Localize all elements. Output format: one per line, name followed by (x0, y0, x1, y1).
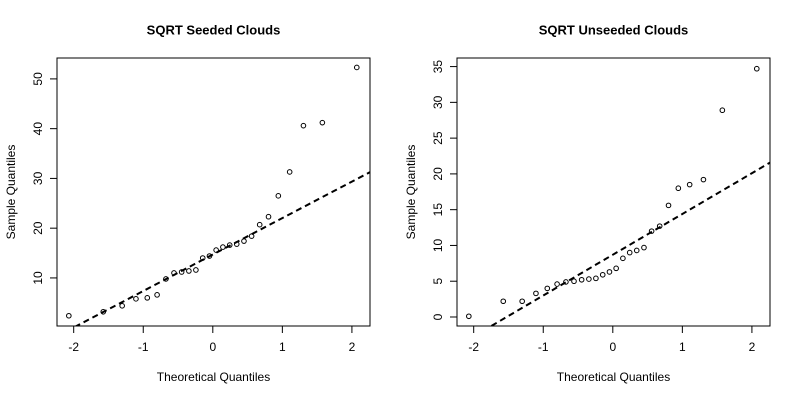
point (578, 276, 585, 283)
point (656, 223, 663, 229)
point (171, 270, 177, 276)
point (119, 302, 125, 309)
chart-title: SQRT Unseeded Clouds (539, 22, 689, 37)
y-tick-label: 0 (431, 313, 445, 320)
point (154, 292, 160, 298)
point (300, 122, 307, 129)
point (665, 202, 672, 209)
reference-line (489, 161, 770, 326)
point (533, 290, 539, 297)
point (178, 269, 185, 275)
point (620, 255, 626, 262)
point (233, 241, 240, 247)
point (286, 169, 293, 175)
point (593, 275, 599, 282)
x-tick-label: 2 (749, 340, 756, 354)
point (599, 271, 606, 278)
y-tick-label: 50 (31, 72, 45, 86)
y-tick-label: 5 (431, 278, 445, 285)
plot-frame (56, 57, 371, 327)
point (226, 242, 233, 248)
x-tick-label: 2 (349, 340, 356, 354)
point (256, 221, 263, 228)
point (500, 298, 507, 305)
point (554, 281, 560, 287)
y-tick-label: 20 (31, 221, 45, 235)
point (626, 249, 633, 256)
point (571, 278, 577, 285)
x-tick-label: -2 (468, 340, 479, 354)
x-tick-label: -1 (538, 340, 549, 354)
point (641, 244, 647, 251)
y-tick-label: 40 (31, 122, 45, 136)
plot-area (466, 65, 770, 326)
point (700, 176, 707, 183)
point (319, 119, 326, 126)
point (519, 298, 525, 305)
point (199, 255, 206, 261)
point (213, 247, 219, 253)
point (248, 233, 255, 239)
x-axis-label: Theoretical Quantiles (157, 370, 270, 384)
point (206, 253, 213, 259)
point (353, 64, 360, 71)
y-tick-label: 25 (431, 131, 445, 145)
point (144, 295, 151, 301)
reference-line (74, 171, 370, 326)
point (563, 279, 569, 285)
point (633, 247, 640, 254)
y-tick-label: 20 (431, 167, 445, 181)
y-tick-label: 10 (431, 238, 445, 252)
point (648, 228, 655, 234)
x-axis-label: Theoretical Quantiles (557, 370, 670, 384)
point (606, 269, 613, 275)
y-tick-label: 30 (431, 95, 445, 109)
y-axis-label: Sample Quantiles (4, 145, 18, 240)
y-tick-label: 10 (31, 271, 45, 285)
point (163, 276, 169, 282)
point (753, 65, 760, 72)
y-tick-label: 35 (431, 60, 445, 74)
y-tick-label: 15 (431, 203, 445, 217)
x-tick-label: 1 (279, 340, 286, 354)
x-tick-label: 1 (679, 340, 686, 354)
point (544, 285, 551, 292)
point (686, 181, 693, 188)
plot-area (66, 64, 370, 326)
point (586, 276, 592, 282)
point (265, 213, 272, 220)
point (100, 308, 107, 315)
y-tick-label: 30 (31, 171, 45, 185)
x-tick-label: -1 (138, 340, 149, 354)
point (241, 238, 247, 244)
point (719, 107, 726, 114)
point (275, 193, 282, 199)
chart-title: SQRT Seeded Clouds (147, 22, 281, 37)
y-axis-label: Sample Quantiles (404, 145, 418, 240)
plot-frame (456, 57, 771, 327)
x-tick-label: 0 (609, 340, 616, 354)
point (466, 313, 472, 320)
x-tick-label: 0 (209, 340, 216, 354)
point (193, 267, 199, 273)
x-tick-label: -2 (68, 340, 79, 354)
point (220, 244, 226, 250)
point (66, 312, 72, 319)
point (133, 296, 139, 302)
point (675, 185, 682, 192)
point (186, 268, 192, 274)
point (613, 265, 619, 272)
